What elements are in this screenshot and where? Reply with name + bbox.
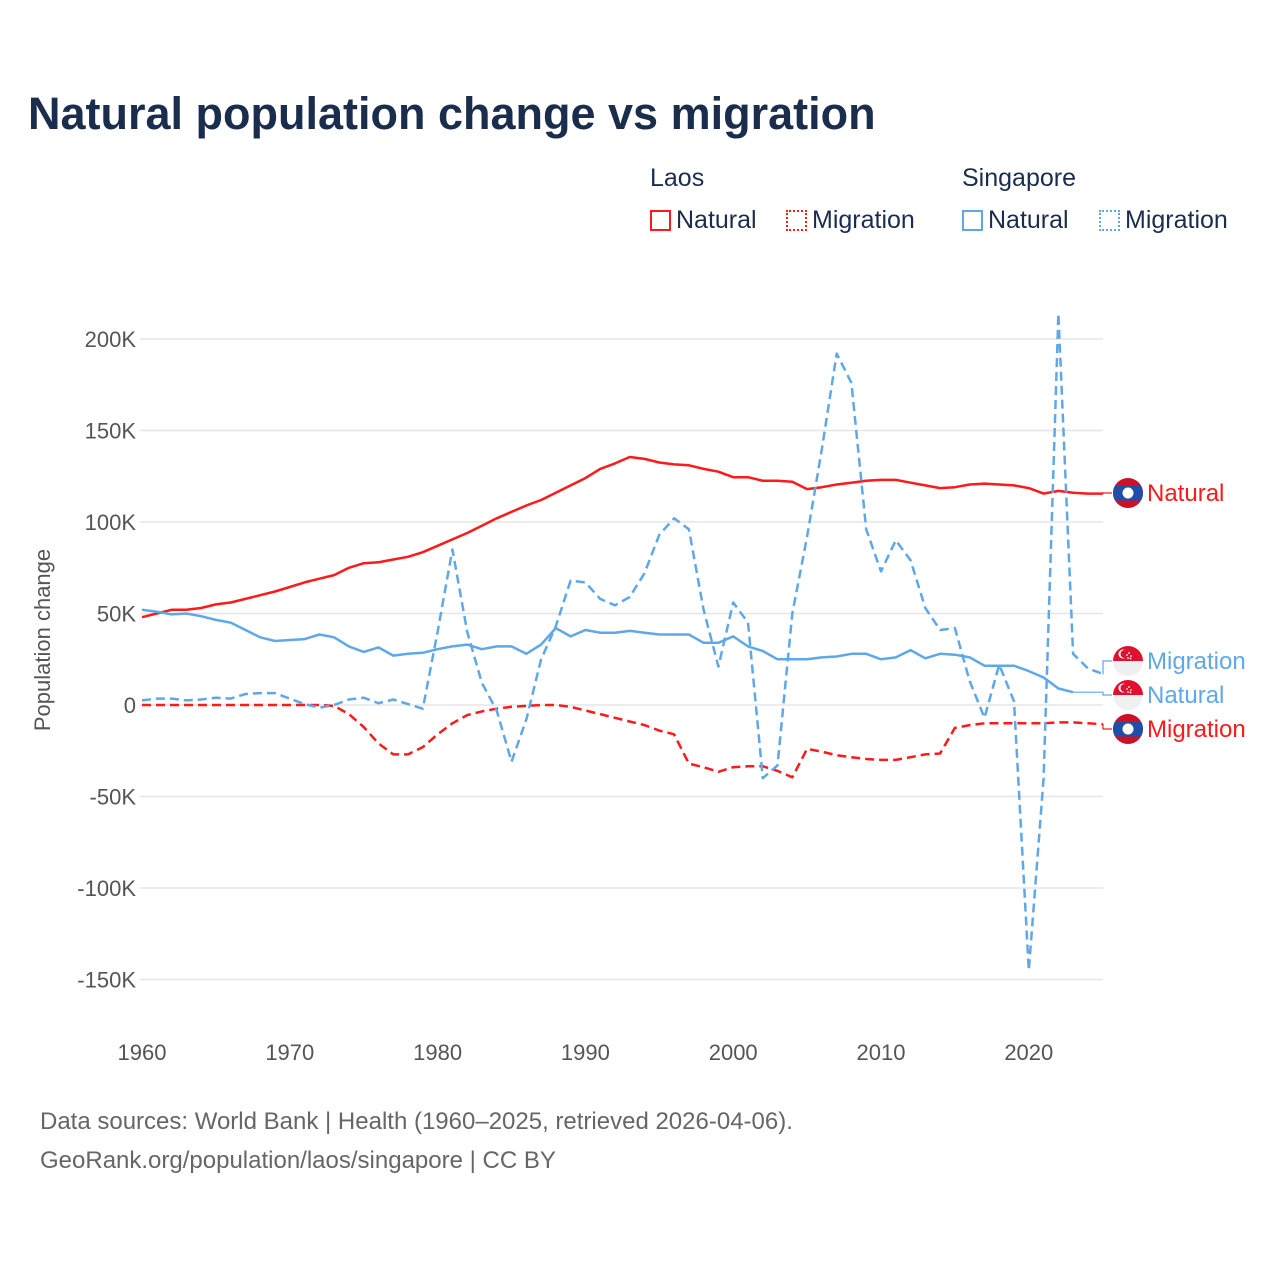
y-tick-label: 100K (85, 510, 137, 535)
flag-star (1130, 689, 1132, 691)
laos-flag-icon (1113, 478, 1143, 508)
flag-star (1127, 691, 1129, 693)
flag-body (1113, 680, 1143, 710)
legend-singapore-natural[interactable]: Natural (962, 206, 1069, 235)
series-line-singapore-natural (141, 608, 1074, 694)
label-connector (1073, 691, 1112, 696)
y-tick-label: -100K (77, 876, 136, 901)
label-connector (1102, 660, 1112, 675)
legend-swatch-solid-icon (650, 210, 671, 231)
flag-star (1129, 657, 1132, 660)
flag-disc (1122, 487, 1134, 499)
y-axis-label: Population change (30, 549, 55, 731)
laos-flag-icon (1113, 714, 1143, 744)
series-end-label: Natural (1147, 682, 1224, 709)
y-tick-label: 0 (124, 693, 136, 718)
x-tick-label: 1990 (561, 1040, 610, 1065)
series-line-laos-natural (141, 455, 1103, 619)
singapore-flag-icon (1113, 646, 1143, 676)
legend-singapore-migration[interactable]: Migration (1099, 206, 1228, 235)
flag-star (1126, 654, 1128, 656)
flag-star (1128, 686, 1130, 688)
y-tick-label: -150K (77, 968, 136, 993)
chart-title: Natural population change vs migration (28, 88, 876, 139)
series-end-label: Natural (1147, 480, 1224, 507)
x-tick-label: 1980 (413, 1040, 462, 1065)
flag-star (1129, 691, 1132, 694)
y-tick-label: 50K (97, 602, 136, 627)
x-tick-label: 2010 (857, 1040, 906, 1065)
x-tick-label: 2020 (1004, 1040, 1053, 1065)
flag-crescent-cut (1120, 684, 1129, 692)
legend-label: Migration (1125, 206, 1228, 234)
footer-source: Data sources: World Bank | Health (1960–… (40, 1108, 793, 1135)
series-line-laos-migration (142, 703, 1103, 779)
legend-swatch-solid-icon (962, 210, 983, 231)
y-tick-label: 150K (85, 419, 137, 444)
flag-body (1113, 646, 1143, 676)
flag-crescent-cut (1120, 650, 1129, 658)
legend-group-singapore: Singapore (962, 164, 1076, 192)
legend-label: Natural (676, 206, 757, 234)
legend-laos-migration[interactable]: Migration (786, 206, 915, 235)
y-tick-label: 200K (85, 327, 137, 352)
series-end-label: Migration (1147, 716, 1246, 743)
legend-label: Migration (812, 206, 915, 234)
flag-star (1130, 655, 1132, 657)
singapore-flag-icon (1113, 680, 1143, 710)
flag-body (1113, 714, 1143, 744)
x-tick-label: 2000 (709, 1040, 758, 1065)
legend-group-laos: Laos (650, 164, 705, 192)
flag-star (1126, 688, 1128, 690)
legend-swatch-dotted-icon (1099, 210, 1120, 231)
flag-star (1128, 652, 1130, 654)
x-tick-label: 1970 (265, 1040, 314, 1065)
series-end-label: Migration (1147, 648, 1246, 675)
flag-body (1113, 478, 1143, 508)
series-line-singapore-migration (141, 312, 1104, 972)
legend-label: Natural (988, 206, 1069, 234)
label-connector (1102, 492, 1112, 495)
legend-laos-natural[interactable]: Natural (650, 206, 757, 235)
y-tick-label: -50K (90, 785, 137, 810)
flag-star (1127, 657, 1129, 659)
legend-swatch-dotted-icon (786, 210, 807, 231)
flag-white (1113, 661, 1143, 676)
flag-disc (1122, 723, 1134, 735)
label-connector (1102, 723, 1112, 730)
x-tick-label: 1960 (118, 1040, 167, 1065)
flag-white (1113, 695, 1143, 710)
footer-credit: GeoRank.org/population/laos/singapore | … (40, 1147, 556, 1174)
